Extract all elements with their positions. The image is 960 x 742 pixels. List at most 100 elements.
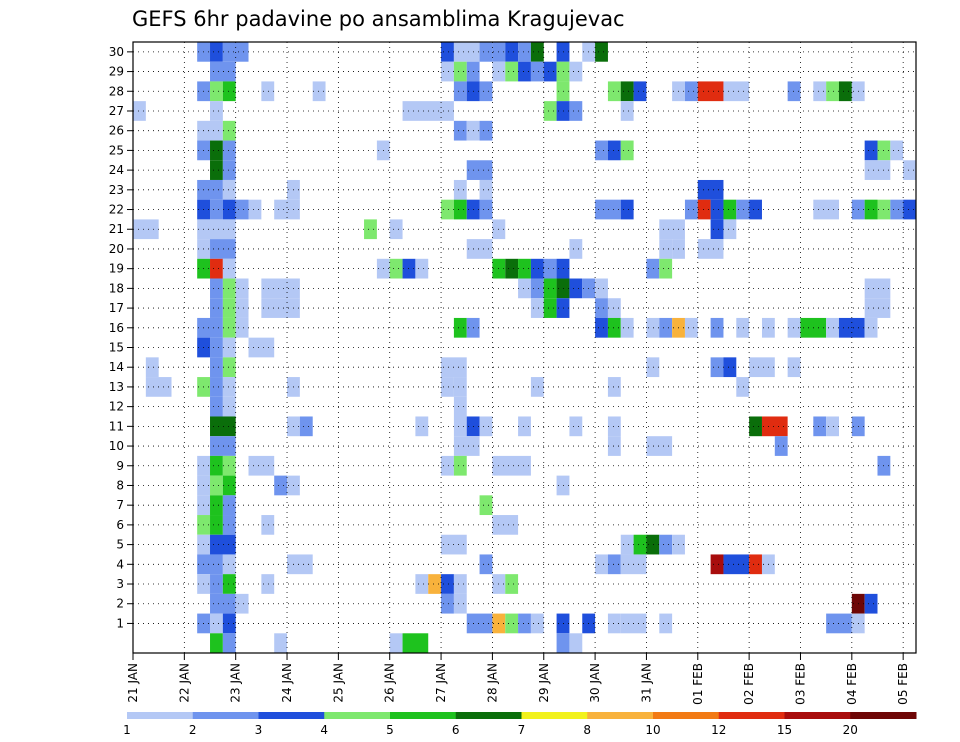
- heatmap-cell: [659, 613, 673, 634]
- x-tick-label: 26 JAN: [383, 663, 397, 703]
- heatmap-cell: [222, 179, 236, 200]
- legend-label: 5: [386, 723, 394, 737]
- y-tick-label: 7: [116, 498, 124, 512]
- heatmap-cell: [684, 81, 698, 102]
- heatmap-cell: [864, 317, 878, 338]
- heatmap-cell: [518, 258, 531, 279]
- heatmap-cell: [774, 436, 788, 456]
- x-tick-label: 01 FEB: [691, 663, 705, 705]
- heatmap-cell: [210, 593, 236, 614]
- heatmap-cell: [235, 593, 249, 614]
- y-tick-label: 26: [109, 124, 124, 138]
- heatmap-cell: [684, 317, 698, 338]
- heatmap-cell: [710, 357, 724, 378]
- heatmap-cell: [248, 337, 275, 358]
- heatmap-cell: [210, 436, 236, 456]
- heatmap-cell: [620, 101, 634, 121]
- heatmap-cell: [620, 140, 634, 161]
- heatmap-cell: [197, 554, 223, 575]
- heatmap-cell: [607, 377, 621, 397]
- heatmap-cell: [428, 574, 442, 594]
- legend-label: 8: [583, 723, 591, 737]
- heatmap-cell: [389, 219, 403, 240]
- heatmap-cell: [441, 42, 454, 62]
- heatmap-cell: [543, 278, 557, 299]
- heatmap-cell: [222, 337, 236, 358]
- heatmap-cell: [518, 42, 531, 62]
- heatmap-cell: [235, 199, 249, 220]
- heatmap-cell: [197, 179, 223, 200]
- heatmap-cell: [441, 455, 454, 476]
- heatmap-cell: [646, 436, 673, 456]
- heatmap-cell: [530, 613, 544, 634]
- heatmap-cell: [543, 61, 557, 82]
- color-legend: 1 2 3 4 5 6 7 8 10 12 15 20: [123, 712, 917, 737]
- heatmap-cell: [441, 593, 454, 614]
- heatmap-cell: [543, 101, 557, 121]
- heatmap-cell: [389, 633, 403, 653]
- heatmap-cell: [864, 593, 878, 614]
- heatmap-cell: [633, 81, 647, 102]
- heatmap-cell: [505, 613, 519, 634]
- heatmap-cell: [274, 633, 288, 653]
- heatmap-cell: [684, 199, 698, 220]
- x-tick-label: 03 FEB: [793, 663, 807, 705]
- heatmap-cell: [210, 160, 223, 180]
- heatmap-cell: [620, 199, 634, 220]
- heatmap-cell: [710, 199, 724, 220]
- heatmap-cell: [222, 377, 236, 397]
- heatmap-cell: [210, 258, 223, 279]
- heatmap-cell: [607, 298, 621, 318]
- y-tick-label: 17: [109, 301, 124, 315]
- heatmap-cell: [222, 633, 236, 653]
- x-tick-label: 31 JAN: [639, 663, 653, 703]
- heatmap-cell: [633, 534, 647, 555]
- heatmap-cell: [210, 574, 223, 594]
- legend-label: 4: [320, 723, 328, 737]
- heatmap-cell: [530, 42, 544, 62]
- heatmap-cell: [453, 574, 467, 594]
- heatmap-cell: [813, 81, 827, 102]
- heatmap-cell: [441, 377, 454, 397]
- heatmap-cell: [813, 416, 827, 437]
- heatmap-cell: [838, 81, 852, 102]
- heatmap-cell: [659, 219, 685, 240]
- heatmap-cell: [723, 81, 750, 102]
- legend-label: 2: [189, 723, 197, 737]
- heatmap-cell: [518, 61, 531, 82]
- heatmap-cell: [710, 219, 724, 240]
- heatmap-cell: [620, 81, 634, 102]
- heatmap-cell: [261, 298, 300, 318]
- heatmap-cell: [261, 278, 300, 299]
- heatmap-cell: [530, 298, 544, 318]
- y-tick-label: 28: [109, 84, 124, 98]
- heatmap-cell: [749, 416, 762, 437]
- heatmap-cell: [736, 317, 750, 338]
- heatmap-cell: [761, 416, 788, 437]
- heatmap-cell: [133, 219, 159, 240]
- heatmap-cell: [890, 199, 904, 220]
- y-tick-label: 18: [109, 281, 124, 295]
- y-tick-label: 4: [116, 557, 124, 571]
- heatmap-cell: [569, 61, 583, 82]
- heatmap-cell: [453, 396, 467, 417]
- heatmap-cell: [864, 160, 891, 180]
- y-tick-label: 22: [109, 203, 124, 217]
- y-tick-label: 9: [116, 459, 124, 473]
- y-tick-label: 25: [109, 143, 124, 157]
- heatmap-cell: [222, 258, 236, 279]
- heatmap-cell: [453, 317, 467, 338]
- heatmap-cell: [864, 199, 878, 220]
- heatmap-cell: [222, 120, 236, 141]
- heatmap-cell: [646, 534, 660, 555]
- x-tick-label: 23 JAN: [229, 663, 243, 703]
- heatmap-cell: [697, 239, 724, 259]
- heatmap-cell: [518, 613, 531, 634]
- heatmap-cell: [210, 42, 223, 62]
- heatmap-cell: [453, 199, 467, 220]
- heatmap-cell: [607, 317, 621, 338]
- legend-swatch: [258, 712, 325, 719]
- heatmap-cell: [518, 278, 531, 299]
- heatmap-cell: [453, 81, 467, 102]
- legend-label: 20: [843, 723, 858, 737]
